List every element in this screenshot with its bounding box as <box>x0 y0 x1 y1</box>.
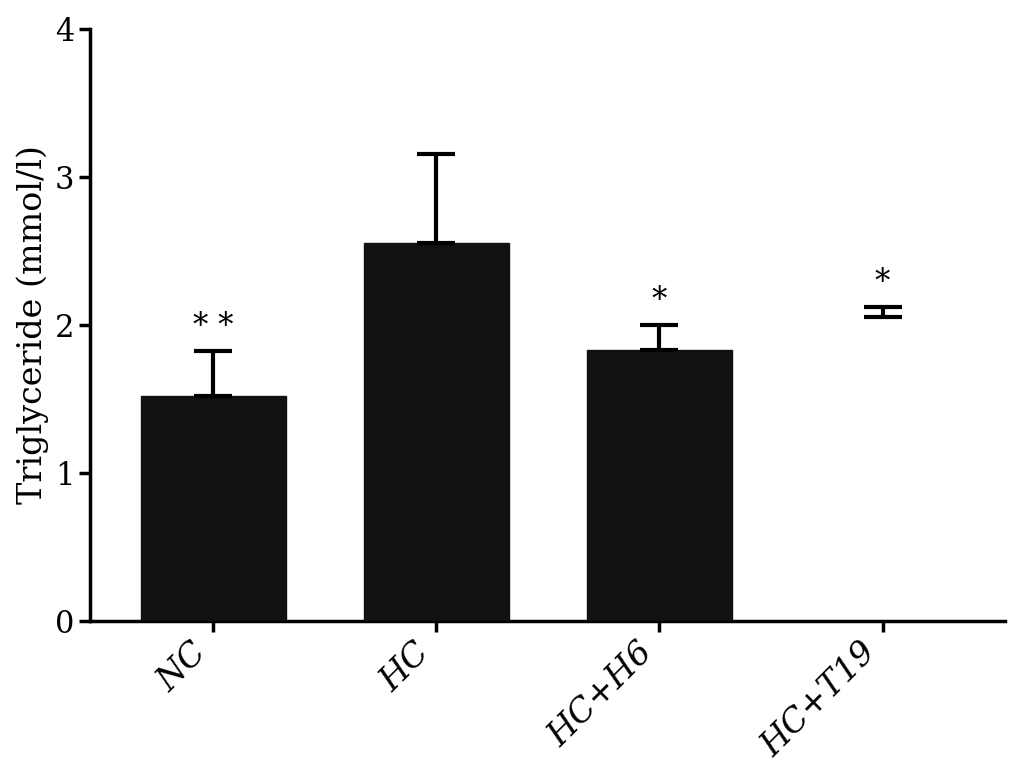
Bar <box>587 349 732 621</box>
Text: *: * <box>875 267 890 298</box>
Bar <box>141 395 285 621</box>
Text: * *: * * <box>193 311 233 342</box>
Y-axis label: Triglyceride (mmol/l): Triglyceride (mmol/l) <box>16 145 49 504</box>
Bar <box>364 243 509 621</box>
Text: *: * <box>652 285 667 316</box>
